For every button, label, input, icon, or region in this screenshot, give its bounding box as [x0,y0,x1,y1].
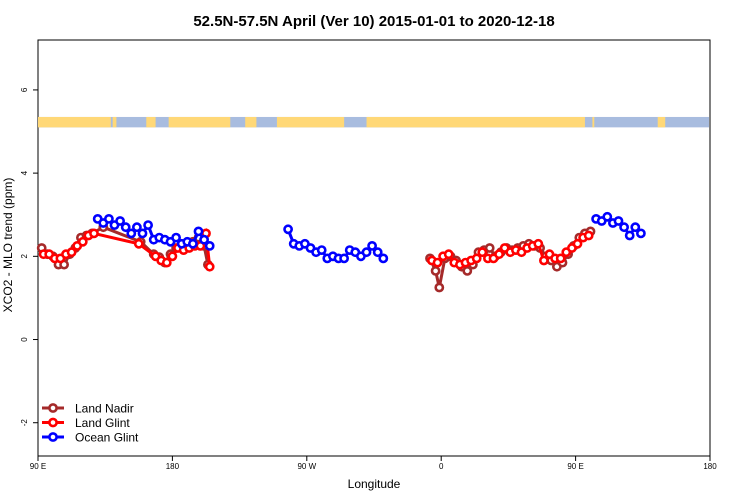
land-band-segment [168,116,231,128]
legend-item: Ocean Glint [42,431,139,445]
y-tick-label: 6 [20,87,29,92]
data-point [636,228,646,239]
land-band-segment [657,116,666,128]
x-tick-label: 90 W [297,462,316,471]
data-point [443,249,454,260]
data-point [120,222,131,233]
x-tick-label: 90 E [567,462,583,471]
legend-swatch-marker [48,403,58,413]
data-point [316,245,327,255]
x-axis-label: Longitude [348,477,401,491]
y-tick-label: 2 [20,254,29,259]
data-point [66,247,77,258]
data-point [484,243,495,253]
data-point [583,230,594,241]
y-tick-label: 4 [20,170,29,175]
axis-group: 90 E 180 90 W 0 90 E 180 -2 0 2 4 6 [20,87,717,471]
data-point [126,228,137,239]
land-band-segment [592,116,595,128]
x-tick-label: 180 [166,462,180,471]
data-point [89,228,99,239]
data-point [572,238,583,249]
data-point [630,222,641,233]
land-band-segment [366,116,585,128]
data-point [199,234,209,245]
y-tick-label: 0 [20,337,29,342]
land-band-segment [276,116,345,128]
data-point [619,222,629,233]
data-point [361,247,372,258]
data-point [430,265,441,276]
data-point [171,232,181,243]
legend-label: Land Glint [75,416,130,430]
legend-item: Land Nadir [42,402,134,416]
data-point [434,282,445,293]
data-point [104,213,114,224]
data-point [539,255,549,266]
data-point [494,249,504,260]
data-point [602,211,613,222]
data-point [77,236,88,247]
data-point [193,226,204,237]
legend-item: Land Glint [42,416,130,430]
data-point [167,251,178,262]
land-band-segment [112,116,117,128]
data-point [339,253,349,264]
data-point [624,230,635,241]
data-point [204,240,215,251]
data-point [143,220,153,230]
data-point [613,216,624,226]
series-ocean-glint [92,211,646,264]
land-band-segment [38,116,111,128]
data-point [533,238,544,249]
data-point [283,224,293,235]
y-axis-label: XCO2 - MLO trend (ppm) [1,178,15,313]
data-point [115,216,125,226]
series-group [36,211,646,293]
data-point [555,253,566,264]
data-point [161,257,172,268]
legend-label: Ocean Glint [75,431,139,445]
data-point [204,261,215,272]
data-point [131,222,142,233]
y-tick-label: -2 [20,419,29,427]
x-tick-label: 0 [439,462,444,471]
legend-label: Land Nadir [75,402,134,416]
legend-swatch-marker [48,417,58,428]
land-band-segment [146,116,156,128]
data-point [471,253,482,264]
data-point [367,240,377,251]
x-tick-label: 90 E [30,462,46,471]
legend-swatch-marker [48,432,58,442]
data-point [133,238,144,249]
land-band-segment [245,116,257,128]
data-point [477,247,488,258]
series-land-nadir [36,222,596,293]
data-point [187,238,198,249]
data-point [462,265,473,276]
data-point [137,228,148,239]
chart-title: 52.5N-57.5N April (Ver 10) 2015-01-01 to… [193,13,554,30]
data-point [372,247,383,258]
x-tick-label: 180 [703,462,717,471]
land-ocean-band [38,116,709,128]
data-point [378,253,389,264]
data-point [432,257,443,268]
